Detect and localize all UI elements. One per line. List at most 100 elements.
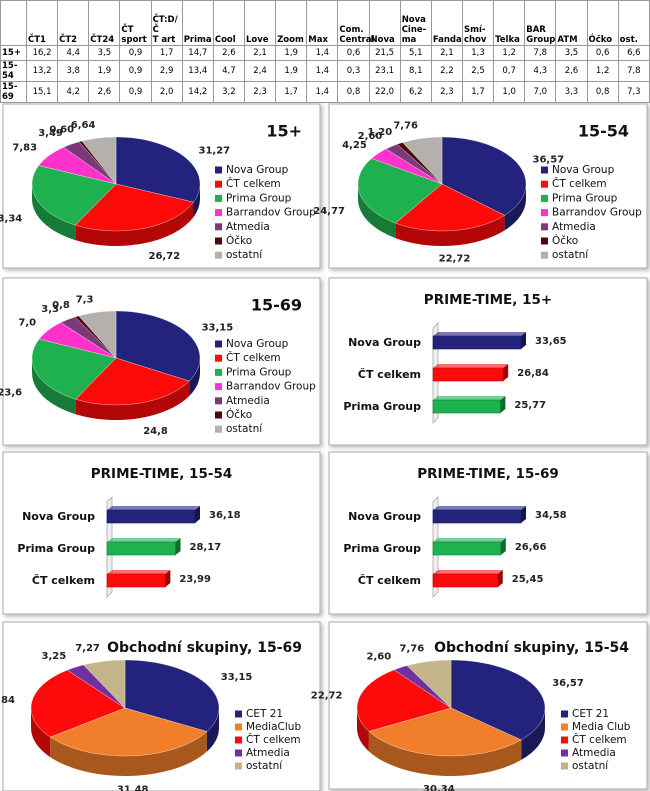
chart-title: 15-54 <box>578 122 629 141</box>
legend-swatch <box>541 237 548 245</box>
table-cell: 3,5 <box>88 45 121 61</box>
table-cell: 0,6 <box>586 45 619 61</box>
legend-swatch <box>215 397 222 405</box>
column-header: Max <box>306 0 339 46</box>
table-cell: 0,7 <box>493 60 526 82</box>
pie-side <box>193 184 200 218</box>
legend-swatch <box>541 180 548 188</box>
legend-label: Prima Group <box>226 192 292 204</box>
legend-swatch <box>215 425 222 433</box>
value-label: 33,65 <box>535 336 567 347</box>
table-cell: 14,7 <box>181 45 214 61</box>
bar <box>432 367 504 382</box>
legend-swatch <box>215 411 222 419</box>
legend-swatch <box>215 340 222 348</box>
column-header: Nova Cine- ma <box>399 0 432 46</box>
value-label: 31,48 <box>117 784 149 791</box>
legend-label: Barrandov Group <box>552 207 642 219</box>
legend-label: Prima Group <box>226 366 292 378</box>
legend-swatch <box>215 180 222 188</box>
legend-label: Óčko <box>226 234 252 247</box>
row-label: 15-54 <box>0 60 27 82</box>
value-label: 7,83 <box>12 143 37 154</box>
category-label: Prima Group <box>343 542 421 555</box>
pie-side <box>75 381 190 421</box>
value-label: 31,27 <box>199 146 231 157</box>
table-cell: 1,9 <box>88 60 121 82</box>
bar <box>432 573 499 588</box>
legend-label: ostatní <box>226 423 263 435</box>
table-cell: 2,6 <box>88 81 121 103</box>
pie-slice <box>115 136 201 203</box>
category-label: ČT celkem <box>32 574 95 587</box>
value-label: 30,34 <box>423 784 455 791</box>
legend-swatch <box>561 710 568 718</box>
legend-label: Atmedia <box>226 221 270 233</box>
table-cell: 5,1 <box>399 45 432 61</box>
value-label: 4,25 <box>342 140 367 151</box>
pie-side <box>189 358 200 397</box>
legend-swatch <box>561 723 568 731</box>
bar-end <box>497 570 503 587</box>
table-cell: 0,8 <box>586 81 619 103</box>
table-cell: 3,5 <box>555 45 588 61</box>
table-cell: 2,4 <box>243 60 277 82</box>
pie-chart: 15-54 36,57 22,72 24,77 4,252,601,207,76 Nova… <box>313 121 642 265</box>
chart-title: Obchodní skupiny, 15-69 <box>107 640 302 656</box>
column-header: Telka <box>493 0 526 46</box>
legend-swatch <box>235 723 242 731</box>
legend-swatch <box>561 749 568 757</box>
chart-title: Obchodní skupiny, 15-54 <box>434 640 629 656</box>
legend-swatch <box>215 166 222 174</box>
table-cell: 3,8 <box>57 60 90 82</box>
value-label: 26,72 <box>149 251 181 262</box>
legend-swatch <box>541 223 548 231</box>
legend-swatch <box>215 354 222 362</box>
legend-label: Barrandov Group <box>226 207 316 219</box>
table-cell: 1,2 <box>493 45 526 61</box>
pie-slice <box>124 659 220 732</box>
legend-swatch <box>215 223 222 231</box>
pie-side <box>368 731 522 776</box>
table-cell: 4,4 <box>57 45 90 61</box>
category-label: Prima Group <box>17 542 95 555</box>
pie-chart: Obchodní skupiny, 15-54 36,57 30,34 22,72 2,… <box>311 640 631 791</box>
value-label: 25,45 <box>512 574 544 585</box>
bar <box>432 509 522 524</box>
corner-cell <box>0 0 27 46</box>
bar-top <box>107 506 200 510</box>
table-cell: 1,2 <box>586 60 619 82</box>
chart-title: PRIME-TIME, 15-54 <box>91 466 232 482</box>
legend-label: ČT celkem <box>572 733 627 746</box>
category-label: ČT celkem <box>358 368 421 381</box>
pie-slice <box>74 183 194 232</box>
value-label: 36,57 <box>532 154 564 165</box>
chart-title: PRIME-TIME, 15-69 <box>417 466 558 482</box>
value-label: 3,25 <box>41 651 66 662</box>
value-label: 33,15 <box>221 672 253 683</box>
table-cell: 0,3 <box>337 60 370 82</box>
legend-swatch <box>541 209 548 217</box>
legend-label: Nova Group <box>226 338 289 350</box>
pie-slice <box>49 707 208 757</box>
value-label: 25,77 <box>514 400 546 411</box>
legend-label: Prima Group <box>552 192 618 204</box>
table-cell: 1,4 <box>306 45 339 61</box>
table-cell: 1,9 <box>275 45 308 61</box>
table-cell: 2,1 <box>243 45 277 61</box>
pie-chart: 15+ 31,27 26,72 23,34 7,833,490,606,64 Nova G… <box>0 120 316 262</box>
column-header: ČT sport <box>119 0 152 46</box>
chart-title: 15+ <box>266 122 302 141</box>
table-cell: 7,8 <box>524 45 557 61</box>
legend-label: ČT celkem <box>246 733 301 746</box>
legend-label: CET 21 <box>572 708 609 720</box>
table-cell: 2,6 <box>555 60 588 82</box>
legend-swatch <box>541 194 548 202</box>
value-label: 3,49 <box>38 128 63 139</box>
legend-label: ostatní <box>246 760 283 772</box>
bar <box>106 541 176 556</box>
table-cell: 13,4 <box>181 60 214 82</box>
legend-label: ČT celkem <box>552 177 607 190</box>
column-header: Smí- chov <box>461 0 495 46</box>
